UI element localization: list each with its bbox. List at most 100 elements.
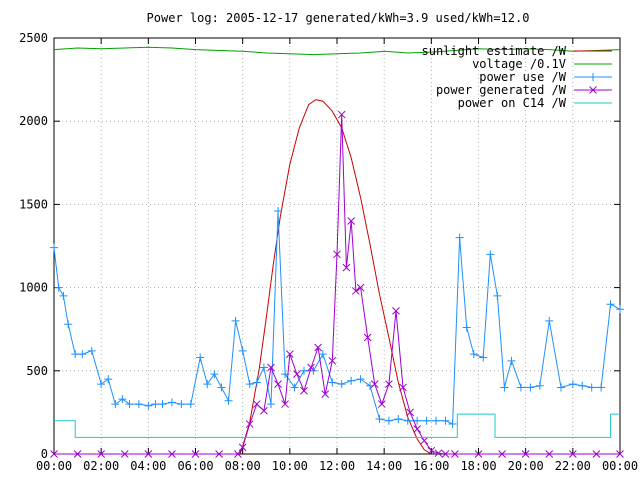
data-point [592, 450, 601, 458]
data-point [50, 450, 58, 458]
data-point [333, 250, 341, 259]
data-point [486, 250, 495, 259]
data-point [64, 320, 73, 329]
data-point [266, 400, 275, 409]
data-point [203, 380, 212, 389]
x-tick-label: 22:00 [555, 459, 591, 473]
data-point [347, 217, 356, 225]
y-tick-label: 2500 [19, 31, 48, 45]
data-point [231, 316, 240, 325]
data-point [557, 383, 566, 392]
x-tick-label: 04:00 [130, 459, 166, 473]
data-point [50, 243, 58, 252]
x-tick-label: 12:00 [319, 459, 355, 473]
data-point [245, 380, 254, 389]
x-tick-label: 06:00 [177, 459, 213, 473]
data-point [451, 450, 459, 458]
data-point [406, 408, 414, 417]
data-point [578, 381, 587, 390]
data-point [448, 420, 457, 429]
data-point [413, 416, 422, 425]
data-point [434, 449, 443, 458]
data-point [120, 450, 129, 458]
data-point [314, 343, 322, 352]
legend-label: power generated /W [436, 83, 567, 97]
data-point [432, 416, 441, 425]
data-point [259, 363, 268, 372]
data-point [111, 400, 120, 409]
data-point [245, 420, 254, 428]
y-tick-label: 500 [26, 364, 48, 378]
data-point [394, 415, 403, 424]
data-point [73, 450, 82, 458]
data-point [260, 406, 268, 415]
data-point [186, 400, 195, 409]
data-point [267, 363, 275, 372]
data-point [144, 450, 153, 458]
data-point [281, 400, 289, 408]
data-point [78, 350, 87, 359]
y-tick-label: 1500 [19, 197, 48, 211]
data-point [87, 346, 96, 355]
data-point [167, 398, 176, 407]
series-line-power-on-c14-w [54, 413, 620, 438]
y-tick-label: 1000 [19, 281, 48, 295]
data-point [363, 333, 372, 342]
data-point [606, 300, 615, 309]
data-point [300, 386, 308, 395]
data-point [342, 263, 351, 272]
data-point [507, 356, 516, 365]
data-point [568, 380, 577, 389]
data-point [498, 450, 506, 458]
data-point [516, 383, 525, 392]
data-point [158, 400, 167, 409]
data-point [455, 233, 464, 242]
grid [54, 38, 620, 454]
data-point [318, 350, 327, 359]
data-point [238, 443, 247, 452]
x-tick-label: 10:00 [272, 459, 308, 473]
y-tick-label: 2000 [19, 114, 48, 128]
series-line-voltage-0-1v [53, 46, 621, 56]
data-point [616, 450, 624, 458]
data-point [422, 416, 431, 425]
data-point [545, 450, 554, 458]
data-point [285, 350, 294, 359]
data-point [274, 207, 283, 216]
data-point [328, 378, 337, 387]
data-point [616, 305, 624, 314]
x-tick-label: 20:00 [508, 459, 544, 473]
data-point [252, 400, 261, 408]
legend-label: sunlight estimate /W [422, 44, 567, 58]
data-point [328, 356, 337, 365]
y-tick-label: 0 [41, 447, 48, 461]
x-tick-label: 00:00 [36, 459, 72, 473]
data-point [71, 350, 80, 359]
data-point [215, 450, 223, 458]
data-point [479, 353, 488, 362]
data-point [521, 450, 530, 458]
data-point [413, 425, 422, 433]
data-point [196, 353, 205, 362]
data-point [234, 450, 242, 458]
data-point [597, 383, 606, 392]
data-point [474, 450, 483, 458]
data-point [168, 450, 176, 458]
data-point [191, 450, 200, 458]
data-point [54, 283, 63, 292]
data-point [97, 450, 106, 458]
data-point [274, 380, 282, 388]
data-point [392, 307, 400, 315]
data-point [321, 390, 330, 398]
x-tick-label: 18:00 [460, 459, 496, 473]
data-point [118, 395, 127, 404]
data-point [493, 291, 502, 300]
data-point [375, 415, 384, 424]
data-point [217, 383, 226, 392]
data-point [500, 383, 509, 392]
data-point [399, 383, 407, 392]
legend-marker [589, 73, 597, 81]
